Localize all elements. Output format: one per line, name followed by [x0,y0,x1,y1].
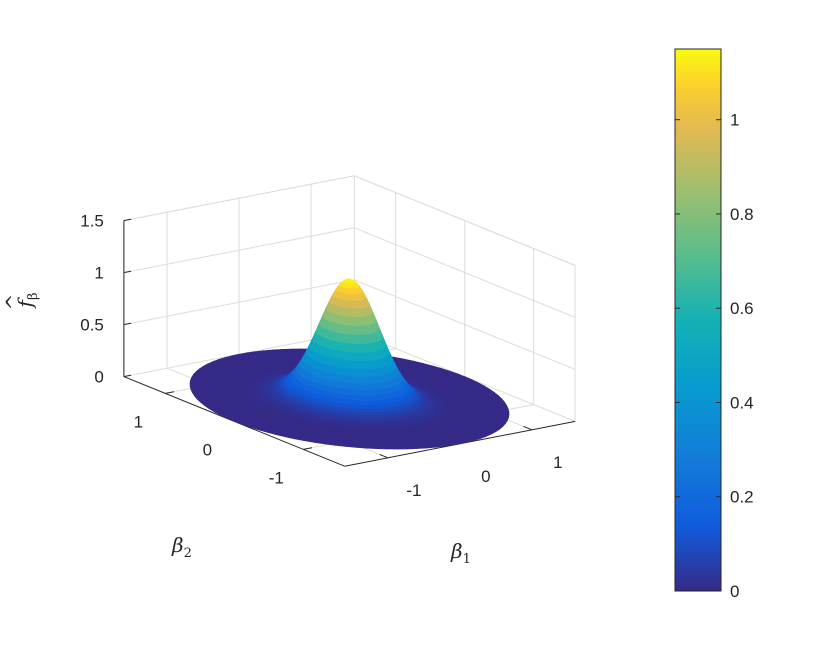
surface [189,278,510,450]
z-tick-label: 0 [94,368,103,387]
y-tick-label: 0 [203,440,212,459]
colorbar-tick-label: 0.2 [730,488,754,507]
surface-patch [346,343,350,353]
surface-patch [395,447,409,450]
surface-patch [348,368,352,378]
colorbar-tick-label: 0.8 [730,205,754,224]
z-tick-label: 1.5 [80,212,104,231]
z-tick [123,218,132,222]
surface-patch [340,393,345,400]
colorbar-tick-label: 0.6 [730,299,754,318]
x-tick-label: 1 [553,453,562,472]
colorbar-tick-label: 0 [730,582,739,601]
surface-patch [347,399,353,406]
surface-patch [348,383,353,391]
surface-patch [347,394,353,401]
surface-patch [345,351,350,362]
z-tick [123,374,132,378]
x-tick-label: 0 [481,467,490,486]
y-axis-label: β2 [171,533,192,561]
surface-patch [386,447,399,450]
surface-patch [340,388,346,396]
grid-line [123,227,355,274]
surface-patch [351,404,358,410]
y-tick [303,447,313,450]
surface-patch [344,394,349,401]
surface-patch [366,446,378,450]
x-tick [379,453,389,459]
colorbar-gradient [674,48,722,592]
z-tick-label: 0.5 [80,316,104,335]
y-tick-label: 1 [134,412,143,431]
x-tick [523,425,533,431]
z-tick-label: 1 [94,264,103,283]
surface-patch [376,447,389,450]
surface-patch [345,368,349,377]
x-tick-label: -1 [406,481,421,500]
surface-patch [344,388,349,396]
surface-patch [345,360,349,370]
surface-patch [341,382,346,390]
surface-patch [344,375,349,384]
surface-patch [344,382,349,390]
z-axis-label-hat: ^ [1,294,25,311]
box-edge [123,175,355,222]
z-tick [123,322,132,326]
box-edge [354,175,576,266]
y-tick-label: -1 [269,468,284,487]
colorbar: 0 0.2 0.4 0.6 0.8 1 [674,48,754,601]
surface-patch [347,389,353,396]
surface-patch [348,376,353,384]
y-tick [165,391,175,394]
grid-line [123,279,355,326]
surface-patch [351,400,357,406]
colorbar-tick-label: 1 [730,111,739,130]
surface-patch [343,399,349,405]
colorbar-tick-label: 0.4 [730,393,754,412]
z-tick [123,270,132,274]
grid-line [354,279,576,370]
x-axis-label: β1 [450,539,471,567]
grid-line [354,227,576,318]
